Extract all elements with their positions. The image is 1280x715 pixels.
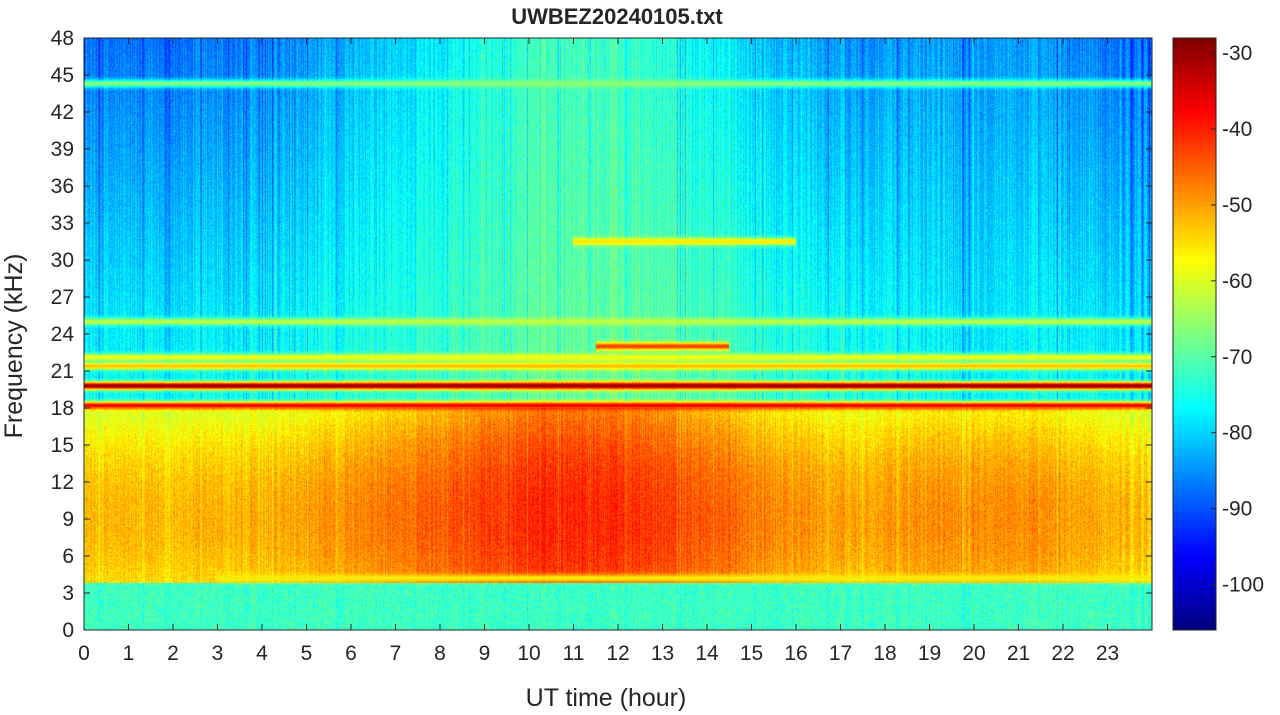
y-tick-label: 48 [51,27,74,50]
y-tick-label: 24 [51,323,75,346]
x-axis-label: UT time (hour) [526,684,687,712]
y-axis-label: Frequency (kHz) [0,254,28,439]
x-tick-label: 1 [123,642,135,665]
y-tick-label: 0 [62,619,74,642]
y-tick-label: 18 [51,397,74,420]
colorbar-tick-label: -70 [1222,346,1252,369]
y-tick-label: 12 [51,471,74,494]
colorbar-tick-label: -40 [1222,118,1252,141]
y-tick-label: 6 [62,545,74,568]
y-tick-label: 3 [62,582,74,605]
y-tick-label: 27 [51,286,74,309]
x-tick-label: 9 [479,642,491,665]
colorbar-tick-label: -80 [1222,422,1252,445]
x-tick-label: 22 [1051,642,1074,665]
y-tick-label: 45 [51,64,74,87]
x-tick-label: 7 [390,642,402,665]
x-tick-label: 20 [962,642,985,665]
x-tick-label: 13 [651,642,674,665]
y-tick-label: 21 [51,360,74,383]
x-axis: 0 1 2 3 4 5 6 7 8 9 10 11 12 13 14 15 16 17 18 19 20 21 22 23 [78,38,1119,665]
x-tick-label: 2 [167,642,179,665]
x-tick-label: 5 [301,642,313,665]
y-tick-label: 30 [51,249,74,272]
y-tick-label: 33 [51,212,74,235]
colorbar-tick-label: -50 [1222,194,1252,217]
x-tick-label: 3 [212,642,224,665]
colorbar: -30 -40 -50 -60 -70 -80 -90 -100 [1172,37,1264,631]
x-tick-label: 14 [695,642,719,665]
x-tick-label: 0 [78,642,90,665]
x-tick-label: 8 [434,642,446,665]
colorbar-tick-label: -30 [1222,42,1252,65]
x-tick-label: 21 [1007,642,1030,665]
x-tick-label: 15 [740,642,763,665]
plot-area: 0 1 2 3 4 5 6 7 8 9 10 11 12 13 14 15 16 17 18 19 20 21 22 23 0… [51,27,1153,665]
x-tick-label: 11 [563,642,585,665]
x-tick-label: 19 [918,642,941,665]
x-tick-label: 18 [873,642,896,665]
x-tick-label: 4 [256,642,268,665]
colorbar-frame [1172,37,1217,631]
spectrogram-image [84,38,1152,630]
y-tick-label: 42 [51,101,74,124]
colorbar-axis: -30 -40 -50 -60 -70 -80 -90 -100 [1211,42,1264,596]
colorbar-tick-label: -60 [1222,270,1252,293]
chart-title: UWBEZ20240105.txt [511,4,723,29]
colorbar-tick-label: -100 [1222,573,1264,596]
colorbar-gradient [1173,38,1216,630]
y-tick-label: 39 [51,138,74,161]
colorbar-tick-label: -90 [1222,498,1252,521]
y-tick-label: 9 [62,508,74,531]
x-tick-label: 6 [345,642,357,665]
y-tick-label: 15 [51,434,74,457]
y-tick-label: 36 [51,175,74,198]
x-tick-label: 17 [829,642,852,665]
x-tick-label: 16 [784,642,807,665]
x-tick-label: 10 [517,642,540,665]
x-tick-label: 23 [1096,642,1119,665]
x-tick-label: 12 [606,642,629,665]
